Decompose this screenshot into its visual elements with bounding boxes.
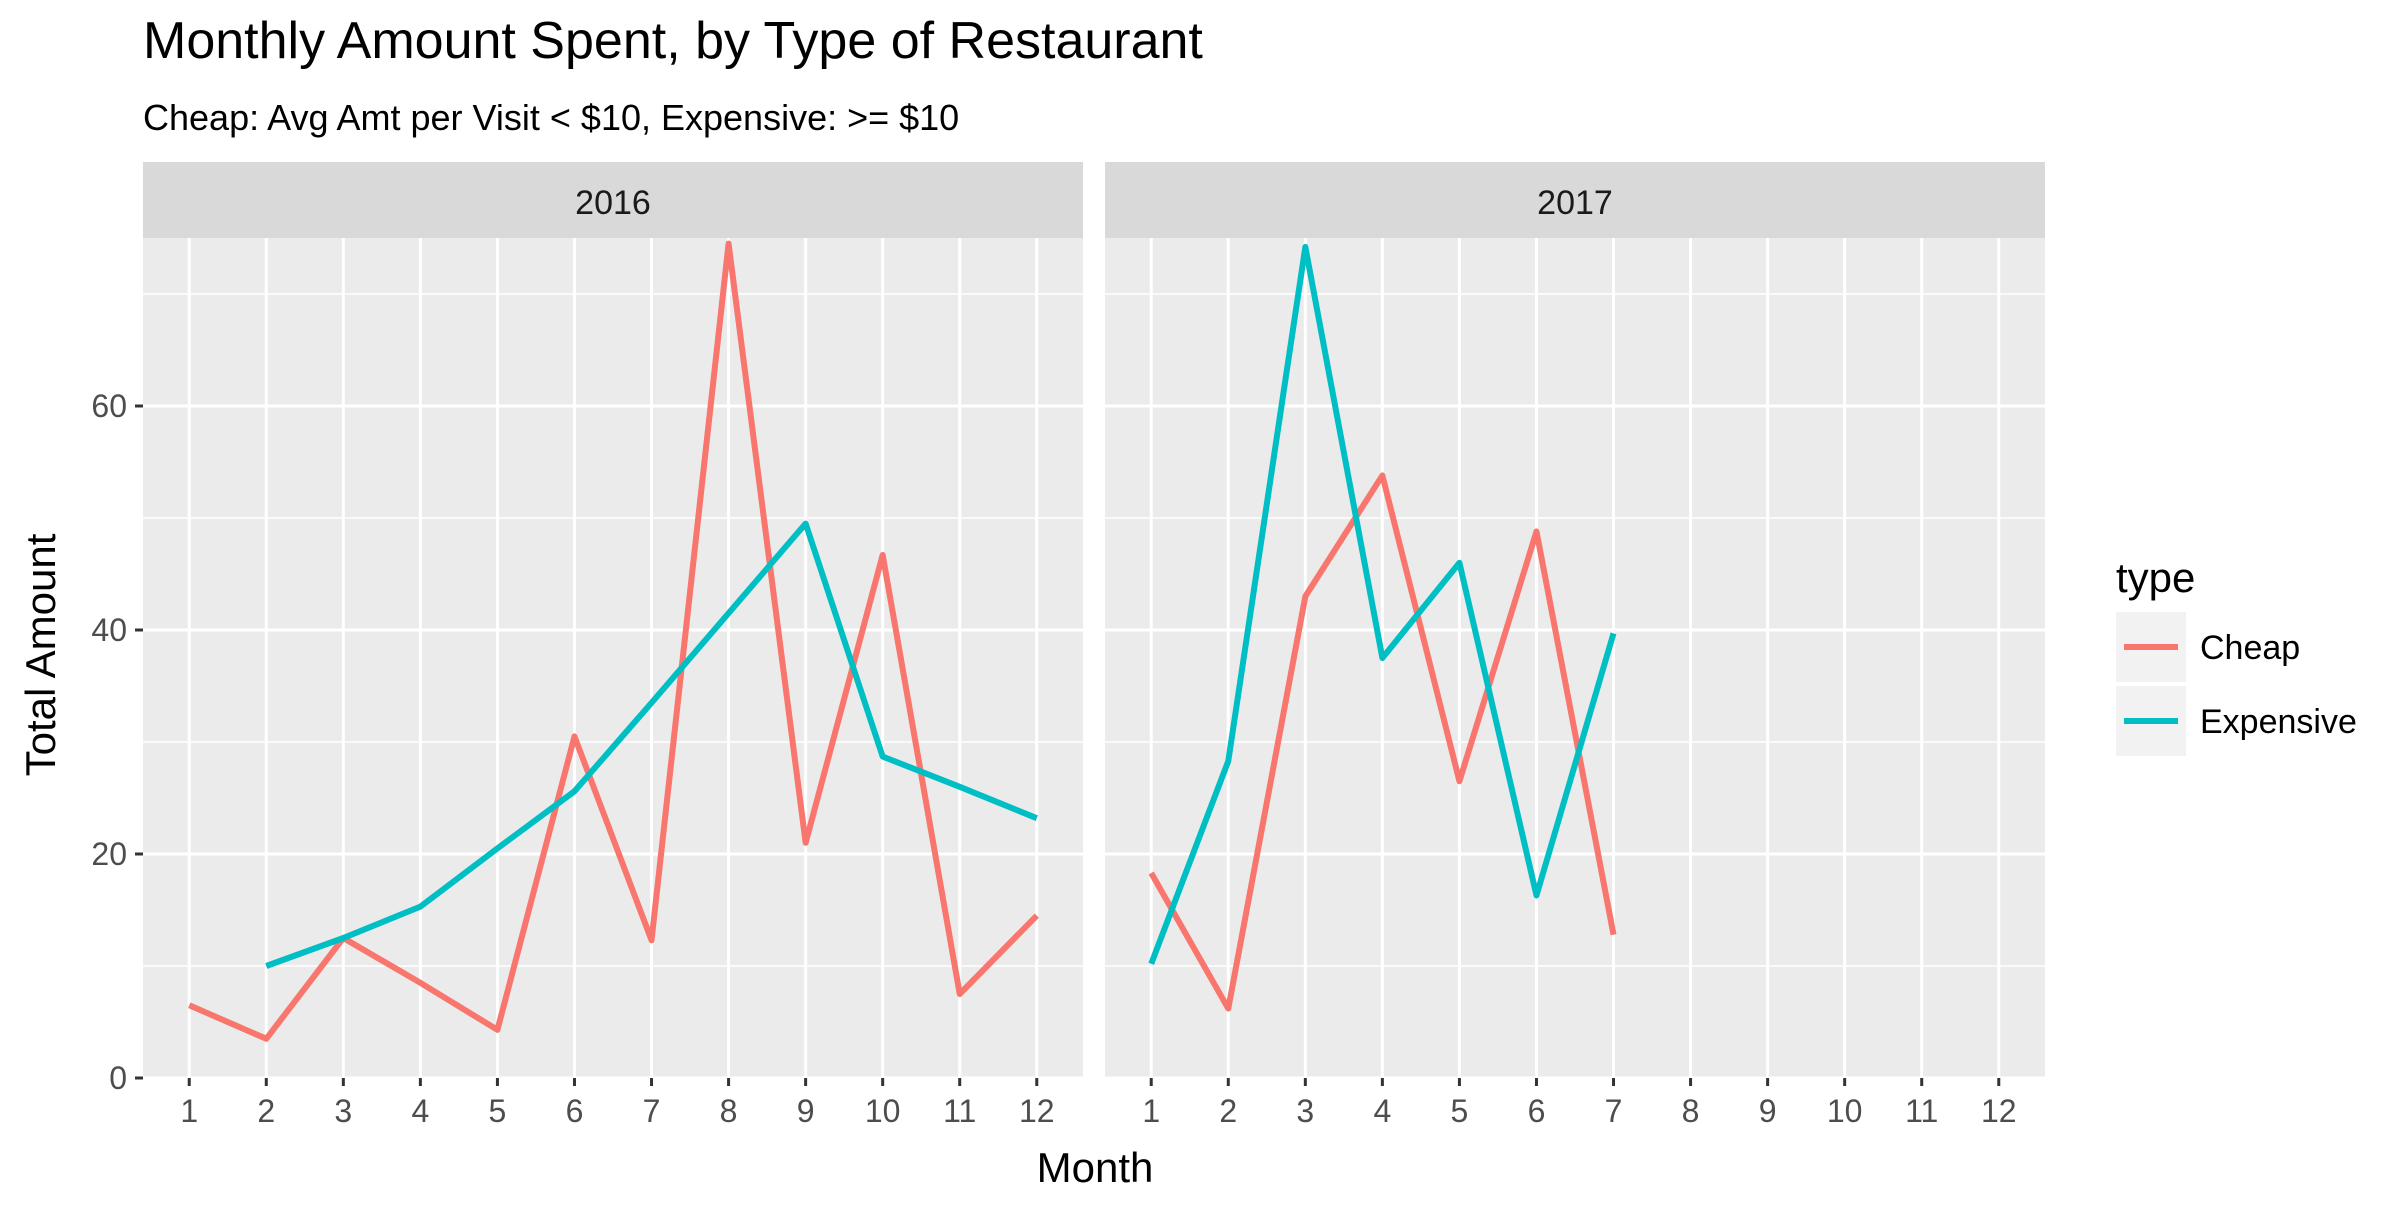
facet-strip-label: 2017 (1537, 184, 1613, 222)
legend-title: type (2116, 554, 2195, 601)
x-tick-label: 7 (1605, 1093, 1623, 1129)
x-tick-label: 12 (1019, 1093, 1055, 1129)
x-tick-label: 6 (566, 1093, 584, 1129)
x-tick-label: 8 (1682, 1093, 1700, 1129)
legend-label: Expensive (2200, 703, 2357, 741)
x-tick-label: 4 (411, 1093, 429, 1129)
x-tick-label: 1 (1142, 1093, 1160, 1129)
x-tick-label: 3 (334, 1093, 352, 1129)
y-tick-label: 0 (109, 1060, 127, 1096)
chart-subtitle: Cheap: Avg Amt per Visit < $10, Expensiv… (143, 97, 959, 138)
x-tick-label: 7 (643, 1093, 661, 1129)
y-tick-label: 20 (91, 836, 127, 872)
facet-strip (1105, 162, 2045, 238)
panel-background (143, 238, 1083, 1078)
x-tick-label: 9 (1759, 1093, 1777, 1129)
x-tick-label: 12 (1981, 1093, 2017, 1129)
chart-title: Monthly Amount Spent, by Type of Restaur… (143, 12, 1203, 70)
legend-items: Cheap Expensive (2116, 612, 2357, 756)
y-tick-label: 40 (91, 612, 127, 648)
x-tick-label: 9 (797, 1093, 815, 1129)
x-tick-label: 3 (1296, 1093, 1314, 1129)
facet-strip-label: 2016 (575, 184, 651, 222)
legend-item-cheap: Cheap (2116, 612, 2300, 682)
y-tick-label: 60 (91, 388, 127, 424)
legend-item-expensive: Expensive (2116, 686, 2357, 756)
x-tick-label: 4 (1373, 1093, 1391, 1129)
x-tick-label: 6 (1528, 1093, 1546, 1129)
y-axis-label: Total Amount (17, 533, 64, 776)
legend: type Cheap Expensive (2116, 554, 2357, 756)
series-line-cheap (188, 240, 1039, 1042)
x-tick-label: 1 (180, 1093, 198, 1129)
x-tick-label: 2 (1219, 1093, 1237, 1129)
x-tick-label: 10 (865, 1093, 901, 1129)
x-tick-label: 8 (720, 1093, 738, 1129)
series-line-expensive (265, 520, 1038, 969)
facet-strip (143, 162, 1083, 238)
x-tick-label: 11 (1905, 1093, 1938, 1129)
series-line-expensive (1148, 243, 1617, 965)
legend-label: Cheap (2200, 629, 2300, 667)
x-tick-label: 11 (943, 1093, 976, 1129)
panel-background (1105, 238, 2045, 1078)
series-line-cheap (1148, 472, 1617, 1012)
x-tick-label: 10 (1827, 1093, 1863, 1129)
x-tick-label: 2 (257, 1093, 275, 1129)
x-tick-label: 5 (489, 1093, 507, 1129)
x-axis-label: Month (1037, 1144, 1154, 1191)
x-tick-label: 5 (1451, 1093, 1469, 1129)
